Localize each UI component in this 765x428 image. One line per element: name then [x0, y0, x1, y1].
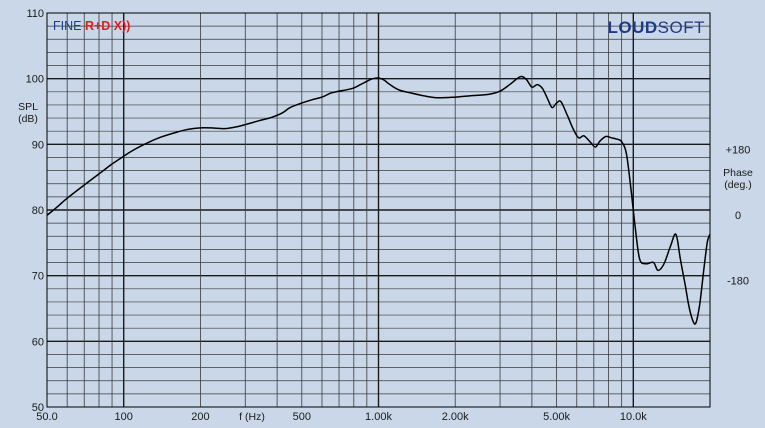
phase-tick-label: 0 [735, 210, 741, 222]
y-tick-label: 70 [32, 271, 44, 283]
loudsoft-logo: LOUDSOFT [607, 18, 705, 37]
x-tick-label: 1.00k [365, 411, 392, 423]
x-tick-label: 5.00k [543, 411, 570, 423]
phase-tick-label: +180 [726, 144, 751, 156]
x-tick-label: 2.00k [442, 411, 469, 423]
y-tick-label: 90 [32, 139, 44, 151]
x-tick-label: 100 [115, 411, 133, 423]
x-tick-label: 200 [191, 411, 209, 423]
fine-logo-text: FINE [53, 19, 85, 33]
label-layer: 50.0 100 200 500 1.00k 2.00k 5.00k 10.0k1101009… [26, 8, 751, 423]
y-axis-title-line2: (dB) [18, 113, 38, 125]
x-tick-label: 50.0 [36, 411, 57, 423]
x-tick-label: 10.0k [620, 411, 647, 423]
loud-logo-text: LOUD [607, 18, 657, 37]
y-tick-label: 110 [26, 8, 44, 20]
plot-border [46, 12, 711, 408]
x-tick-label: 500 [293, 411, 311, 423]
soft-logo-text: SOFT [658, 18, 705, 37]
phase-axis-title-line2: (deg.) [724, 179, 751, 191]
y-axis-title-line1: SPL [18, 101, 38, 113]
fine-rd-logo: FINE R+D X)) [53, 19, 130, 33]
phase-tick-label: -180 [727, 276, 749, 288]
grid-layer [47, 13, 710, 407]
y-tick-label: 50 [32, 402, 44, 414]
x-axis-title: f (Hz) [239, 411, 265, 423]
y-tick-label: 100 [26, 74, 44, 86]
spl-response-curve-0 [46, 75, 711, 325]
curve-layer [46, 75, 711, 325]
y-tick-label: 60 [32, 336, 44, 348]
y-tick-label: 80 [32, 205, 44, 217]
phase-axis-title-line1: Phase [723, 167, 753, 179]
rd-logo-text: R+D X)) [85, 19, 131, 33]
